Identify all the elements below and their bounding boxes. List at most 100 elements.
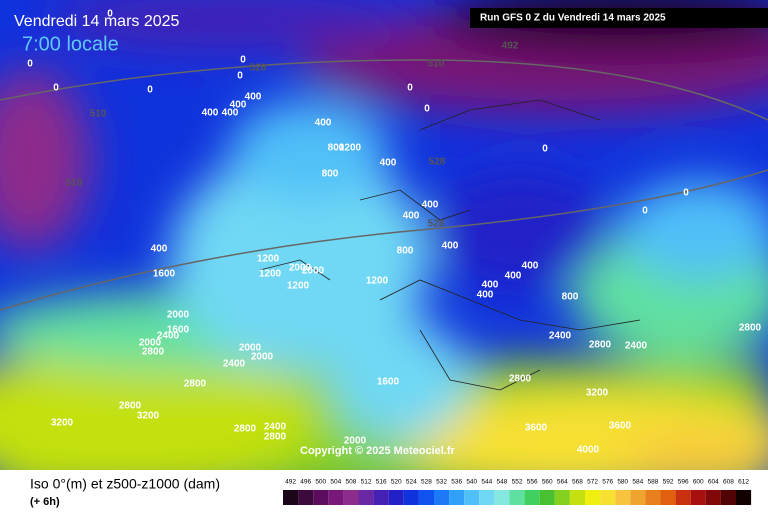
legend-label: 560 bbox=[542, 479, 553, 486]
legend-swatch bbox=[283, 490, 299, 505]
iso0-label: 0 bbox=[147, 85, 153, 96]
legend-swatch bbox=[630, 490, 646, 505]
iso0-label: 0 bbox=[240, 55, 246, 66]
legend-label: 528 bbox=[421, 479, 432, 486]
legend-label: 592 bbox=[663, 479, 674, 486]
legend-label: 552 bbox=[512, 479, 523, 486]
footer-step: (+ 6h) bbox=[30, 496, 60, 508]
iso0-label: 2000 bbox=[239, 343, 262, 354]
legend-swatch bbox=[403, 490, 419, 505]
date: Vendredi 14 mars 2025 bbox=[14, 13, 180, 30]
iso0-label: 1200 bbox=[259, 269, 282, 280]
legend-swatch bbox=[479, 490, 495, 505]
iso0-label: 0 bbox=[642, 206, 648, 217]
iso0-label: 2400 bbox=[549, 331, 572, 342]
iso0-label: 1200 bbox=[257, 254, 280, 265]
legend-label: 500 bbox=[315, 479, 326, 486]
legend-label: 548 bbox=[497, 479, 508, 486]
iso0-label: 0 bbox=[27, 59, 33, 70]
iso0-label: 3200 bbox=[137, 411, 160, 422]
iso0-label: 0 bbox=[407, 83, 413, 94]
iso0-label: 400 bbox=[422, 200, 439, 211]
iso0-label: 2000 bbox=[289, 263, 312, 274]
legend-label: 496 bbox=[300, 479, 311, 486]
iso0-label: 3200 bbox=[51, 418, 74, 429]
legend-swatch bbox=[418, 490, 434, 505]
iso0-label: 400 bbox=[482, 280, 499, 291]
legend-swatch bbox=[509, 490, 525, 505]
legend-swatch bbox=[539, 490, 555, 505]
legend-label: 524 bbox=[406, 479, 417, 486]
iso0-label: 800 bbox=[397, 246, 414, 257]
iso0-label: 400 bbox=[230, 100, 247, 111]
contour-label: 528 bbox=[428, 219, 445, 230]
legend-label: 540 bbox=[466, 479, 477, 486]
legend-label: 612 bbox=[738, 479, 749, 486]
legend-swatch bbox=[569, 490, 585, 505]
iso0-label: 2000 bbox=[167, 310, 190, 321]
legend-swatch bbox=[705, 490, 721, 505]
legend-swatch bbox=[494, 490, 510, 505]
iso0-label: 0 bbox=[683, 188, 689, 199]
legend-label: 596 bbox=[678, 479, 689, 486]
legend-label: 576 bbox=[602, 479, 613, 486]
legend-swatch bbox=[449, 490, 465, 505]
legend-label: 608 bbox=[723, 479, 734, 486]
iso0-label: 2000 bbox=[139, 338, 162, 349]
map bbox=[0, 0, 768, 470]
legend-label: 508 bbox=[346, 479, 357, 486]
legend-swatch bbox=[373, 490, 389, 505]
iso0-label: 1600 bbox=[377, 377, 400, 388]
contour-label: 492 bbox=[502, 41, 519, 52]
legend-swatch bbox=[343, 490, 359, 505]
iso0-label: 2400 bbox=[264, 422, 287, 433]
legend-swatch bbox=[358, 490, 374, 505]
iso0-label: 2000 bbox=[344, 436, 367, 447]
legend-swatch bbox=[736, 490, 752, 505]
iso0-label: 3200 bbox=[586, 388, 609, 399]
legend-label: 584 bbox=[632, 479, 643, 486]
iso0-label: 400 bbox=[245, 92, 262, 103]
legend-label: 600 bbox=[693, 479, 704, 486]
iso0-label: 0 bbox=[107, 9, 113, 20]
legend-label: 536 bbox=[451, 479, 462, 486]
iso0-label: 1200 bbox=[366, 276, 389, 287]
iso0-label: 800 bbox=[328, 143, 345, 154]
contour-label: 510 bbox=[428, 59, 445, 70]
iso0-label: 400 bbox=[403, 211, 420, 222]
iso0-label: 1200 bbox=[339, 143, 362, 154]
iso0-label: 2800 bbox=[264, 432, 287, 443]
legend-label: 532 bbox=[436, 479, 447, 486]
contour-label: 510 bbox=[90, 109, 107, 120]
iso0-label: 2800 bbox=[142, 347, 165, 358]
legend-label: 544 bbox=[481, 479, 492, 486]
legend-label: 580 bbox=[617, 479, 628, 486]
legend-label: 512 bbox=[361, 479, 372, 486]
iso0-label: 2800 bbox=[509, 374, 532, 385]
time: 7:00 locale bbox=[22, 33, 119, 55]
iso0-label: 2800 bbox=[119, 401, 142, 412]
legend-swatch bbox=[434, 490, 450, 505]
copyright: Copyright © 2025 Meteociel.fr bbox=[300, 445, 456, 457]
iso0-label: 3600 bbox=[609, 421, 632, 432]
legend-swatch bbox=[464, 490, 480, 505]
legend-swatch bbox=[645, 490, 661, 505]
iso0-label: 400 bbox=[202, 108, 219, 119]
legend-label: 516 bbox=[376, 479, 387, 486]
iso0-label: 0 bbox=[542, 144, 548, 155]
run-info: Run GFS 0 Z du Vendredi 14 mars 2025 bbox=[480, 13, 666, 24]
contour-label: 510 bbox=[66, 178, 83, 189]
legend-swatch bbox=[675, 490, 691, 505]
iso0-label: 400 bbox=[477, 290, 494, 301]
legend-swatch bbox=[615, 490, 631, 505]
iso0-label: 4000 bbox=[577, 445, 600, 456]
iso0-label: 1600 bbox=[153, 269, 176, 280]
legend-swatch bbox=[690, 490, 706, 505]
legend-swatch bbox=[524, 490, 540, 505]
iso0-label: 2400 bbox=[157, 331, 180, 342]
legend-swatch bbox=[600, 490, 616, 505]
legend-label: 588 bbox=[648, 479, 659, 486]
iso0-label: 400 bbox=[522, 261, 539, 272]
legend-swatch bbox=[313, 490, 329, 505]
